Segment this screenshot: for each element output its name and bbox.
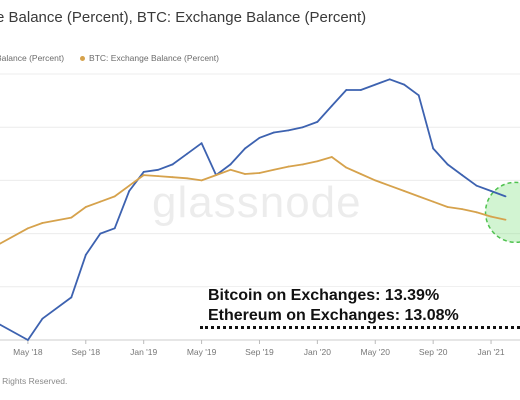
series-0-point-24 [359, 89, 362, 91]
series-1-point-22 [330, 156, 333, 158]
annotation-divider [200, 326, 520, 329]
x-tick-label-8: Sep '20 [419, 347, 448, 357]
series-line-1 [0, 156, 506, 245]
series-1-point-15 [229, 168, 232, 171]
series-0-point-28 [417, 94, 420, 97]
series-1-point-14 [215, 174, 217, 176]
series-1-point-13 [200, 179, 203, 182]
series-1-point-10 [157, 175, 160, 178]
series-0-point-20 [301, 126, 304, 129]
series-0-point-10 [157, 168, 160, 171]
x-tick-label-6: Jan '20 [304, 347, 331, 357]
series-0-point-6 [99, 232, 102, 235]
series-0-point-32 [475, 184, 478, 187]
x-tick-label-9: Jan '21 [477, 347, 504, 357]
series-1-point-21 [316, 160, 319, 163]
series-1-point-29 [432, 200, 435, 203]
series-0-point-7 [113, 227, 116, 230]
series-1-point-8 [128, 184, 131, 187]
series-0-point-22 [330, 105, 333, 107]
series-0-point-29 [432, 147, 435, 150]
x-tick-label-2: Sep '18 [72, 347, 101, 357]
series-0-point-30 [446, 163, 449, 166]
series-1-point-5 [84, 206, 87, 208]
x-tick-label-5: Sep '19 [245, 347, 274, 357]
footer-copyright: ll Rights Reserved. [0, 376, 68, 386]
series-1-point-27 [403, 190, 406, 192]
series-0-point-19 [287, 129, 290, 132]
series-0-point-31 [461, 174, 464, 176]
series-1-point-26 [388, 184, 391, 187]
series-1-point-23 [345, 166, 348, 169]
series-1-point-28 [417, 195, 420, 198]
series-0-point-16 [244, 147, 246, 150]
series-1-point-18 [273, 168, 275, 171]
series-1-point-19 [287, 165, 290, 168]
series-1-point-2 [26, 227, 29, 230]
annotation-eth: Ethereum on Exchanges: 13.08% [208, 307, 520, 325]
series-0-point-8 [128, 190, 131, 192]
series-0-point-13 [200, 142, 203, 145]
series-0-point-2 [26, 339, 29, 341]
series-1-point-17 [258, 172, 261, 174]
legend: Balance (Percent) BTC: Exchange Balance … [0, 53, 219, 63]
legend-item-btc-label[interactable]: BTC: Exchange Balance (Percent) [89, 53, 219, 63]
series-0-point-3 [41, 317, 44, 320]
series-1-point-9 [142, 174, 145, 176]
x-tick-label-4: May '19 [187, 347, 217, 357]
series-1-point-11 [171, 176, 174, 179]
series-1-point-4 [70, 216, 73, 219]
series-0-point-17 [258, 136, 261, 139]
legend-item-balance-label[interactable]: Balance (Percent) [0, 53, 65, 63]
series-1-point-34 [504, 218, 507, 221]
series-0-point-34 [504, 195, 507, 198]
series-1-point-31 [461, 208, 464, 211]
series-0-point-23 [345, 89, 348, 91]
series-0-point-18 [273, 131, 275, 134]
series-0-point-15 [229, 163, 232, 166]
series-0-point-5 [84, 253, 87, 256]
series-0-point-26 [388, 78, 391, 81]
series-1-point-6 [99, 200, 102, 203]
series-1-point-12 [186, 177, 189, 180]
series-0-point-9 [142, 170, 145, 173]
series-1-point-7 [113, 195, 116, 198]
annotation-btc: Bitcoin on Exchanges: 13.39% [208, 287, 520, 305]
watermark: glassnode [152, 178, 362, 227]
series-1-point-3 [41, 222, 44, 224]
series-0-point-4 [70, 296, 73, 299]
highlight-circle [484, 181, 520, 244]
series-1-point-33 [490, 215, 492, 218]
series-1-point-25 [374, 179, 377, 182]
series-1-point-30 [446, 206, 449, 208]
x-tick-label-7: May '20 [361, 347, 391, 357]
series-0-point-27 [403, 83, 406, 86]
series-1-point-24 [359, 173, 362, 175]
series-0-point-33 [490, 190, 492, 192]
series-0-point-11 [171, 163, 174, 166]
x-tick-label-1: May '18 [13, 347, 43, 357]
series-0-point-21 [316, 120, 319, 123]
series-1-point-32 [475, 211, 478, 214]
series-1-point-16 [244, 173, 246, 175]
series-0-point-12 [186, 152, 189, 155]
legend-dot-btc [80, 55, 86, 61]
series-1-point-20 [301, 163, 304, 166]
x-tick-label-3: Jan '19 [130, 347, 157, 357]
chart-title: e Balance (Percent), BTC: Exchange Balan… [0, 9, 367, 26]
series-0-point-25 [374, 83, 377, 86]
